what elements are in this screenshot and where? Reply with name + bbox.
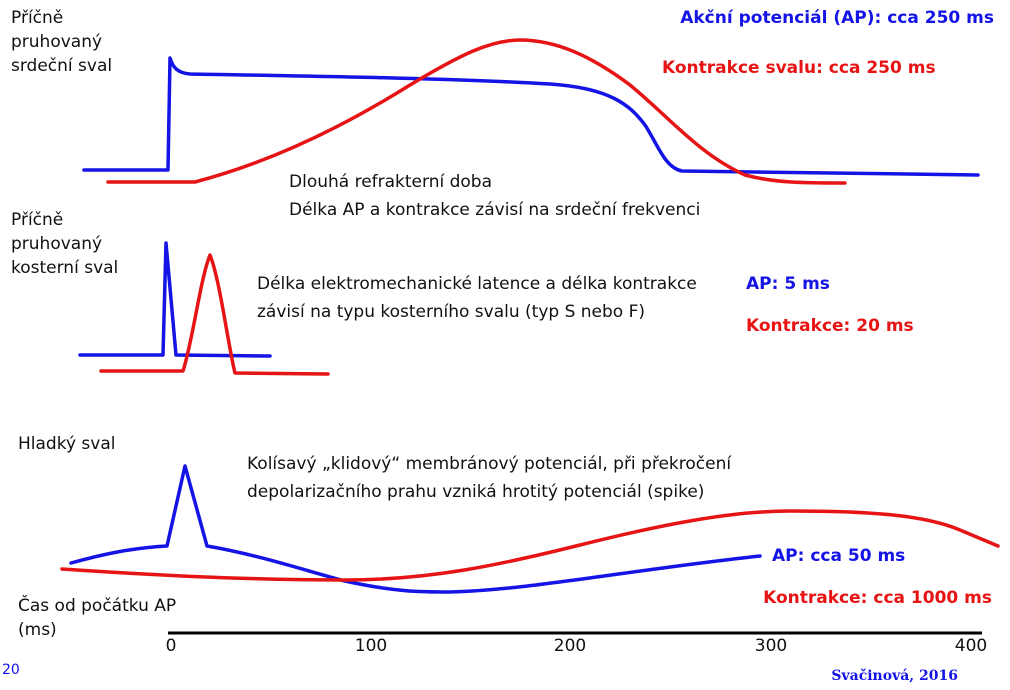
axis-tick-label: 200 — [553, 636, 587, 656]
cardiac-contraction-label: Kontrakce svalu: cca 250 ms — [662, 58, 936, 78]
smooth-ap-curve — [69, 464, 762, 594]
cardiac-contraction-curve — [106, 38, 847, 185]
cardiac-ap-curve — [82, 56, 980, 177]
page-number: 20 — [2, 662, 20, 678]
cardiac-label-line: pruhovaný — [11, 32, 103, 52]
skeletal-contraction-curve — [99, 253, 330, 376]
skeletal-ap-label: AP: 5 ms — [746, 274, 830, 294]
smooth-ap-label: AP: cca 50 ms — [772, 546, 906, 566]
cardiac-note: Dlouhá refrakterní doba — [289, 172, 493, 192]
skeletal-label-line: pruhovaný — [11, 234, 103, 254]
skeletal-contraction-label: Kontrakce: 20 ms — [746, 316, 914, 336]
axis-title: Čas od počátku AP (ms) — [18, 594, 176, 642]
cardiac-ap-label: Akční potenciál (AP): cca 250 ms — [680, 8, 994, 28]
axis-tick-label: 400 — [954, 636, 988, 656]
smooth-contraction-label: Kontrakce: cca 1000 ms — [763, 588, 992, 608]
axis-tick-label: 100 — [354, 636, 388, 656]
axis-tick-label: 0 — [165, 636, 177, 656]
skeletal-label: Příčně pruhovaný kosterní sval — [11, 208, 118, 280]
smooth-note: depolarizačního prahu vzniká hrotitý pot… — [247, 482, 705, 502]
skeletal-note: Délka elektromechanické latence a délka … — [257, 274, 697, 294]
cardiac-label: Příčně pruhovaný srdeční sval — [11, 6, 112, 78]
smooth-note: Kolísavý „klidový“ membránový potenciál,… — [247, 454, 732, 474]
skeletal-label-line: kosterní sval — [11, 258, 119, 278]
axis-title-line: Čas od počátku AP — [18, 596, 177, 616]
cardiac-label-line: srdeční sval — [11, 56, 113, 76]
axis-tick-label: 300 — [754, 636, 788, 656]
axis-title-line: (ms) — [18, 620, 57, 640]
smooth-label: Hladký sval — [18, 434, 116, 454]
smooth-contraction-curve — [60, 509, 1000, 582]
skeletal-ap-curve — [78, 241, 272, 358]
skeletal-label-line: Příčně — [11, 210, 64, 230]
credit: Svačinová, 2016 — [831, 668, 958, 684]
cardiac-label-line: Příčně — [11, 8, 64, 28]
cardiac-note: Délka AP a kontrakce závisí na srdeční f… — [289, 200, 701, 220]
skeletal-note: závisí na typu kosterního svalu (typ S n… — [257, 302, 646, 322]
